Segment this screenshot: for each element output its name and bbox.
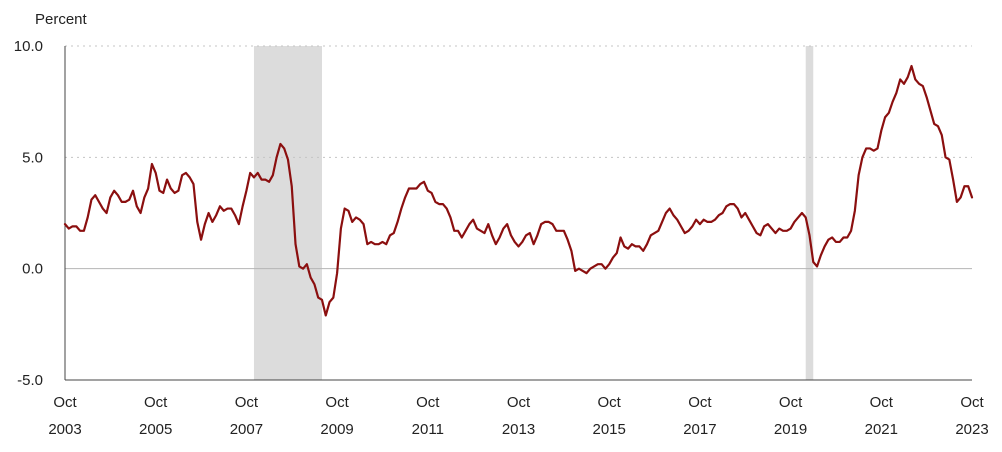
recession-shading-group [253, 46, 814, 380]
x-tick-month-label: Oct [598, 394, 622, 411]
y-tick-label: 5.0 [22, 149, 43, 166]
x-tick-year-label: 2007 [230, 421, 263, 438]
y-tick-labels: -5.0 0.0 5.0 10.0 [14, 38, 43, 389]
x-tick-year-label: 2013 [502, 421, 535, 438]
x-tick-month-label: Oct [779, 394, 803, 411]
x-tick-month-label: Oct [53, 394, 77, 411]
x-tick-month-label: Oct [144, 394, 168, 411]
series-line-0 [63, 64, 974, 317]
x-tick-labels: Oct 2003 Oct 2005 Oct 2007 Oct 2009 Oct 2011 Oct 20… [48, 394, 988, 438]
x-tick-month-label: Oct [325, 394, 349, 411]
x-tick-year-label: 2011 [412, 421, 444, 438]
axes [64, 46, 972, 381]
x-tick-year-label: 2019 [774, 421, 807, 438]
y-tick-label: 0.0 [22, 261, 43, 278]
x-tick-year-label: 2015 [593, 421, 626, 438]
x-tick-month-label: Oct [416, 394, 440, 411]
x-tick-month-label: Oct [960, 394, 984, 411]
x-tick-month-label: Oct [688, 394, 712, 411]
x-tick-year-label: 2009 [320, 421, 353, 438]
x-tick-year-label: 2017 [683, 421, 716, 438]
x-tick-year-label: 2005 [139, 421, 172, 438]
y-tick-label: -5.0 [17, 372, 43, 389]
x-tick-year-label: 2021 [865, 421, 898, 438]
horizontal-gridlines [65, 45, 972, 270]
x-tick-month-label: Oct [870, 394, 894, 411]
y-axis-title: Percent [35, 11, 88, 28]
x-tick-month-label: Oct [507, 394, 531, 411]
recession-band-1 [805, 46, 814, 380]
y-tick-label: 10.0 [14, 38, 43, 55]
recession-band-0 [253, 46, 322, 380]
x-tick-year-label: 2003 [48, 421, 81, 438]
series-group [63, 64, 974, 317]
x-tick-year-label: 2023 [955, 421, 988, 438]
x-tick-month-label: Oct [235, 394, 259, 411]
